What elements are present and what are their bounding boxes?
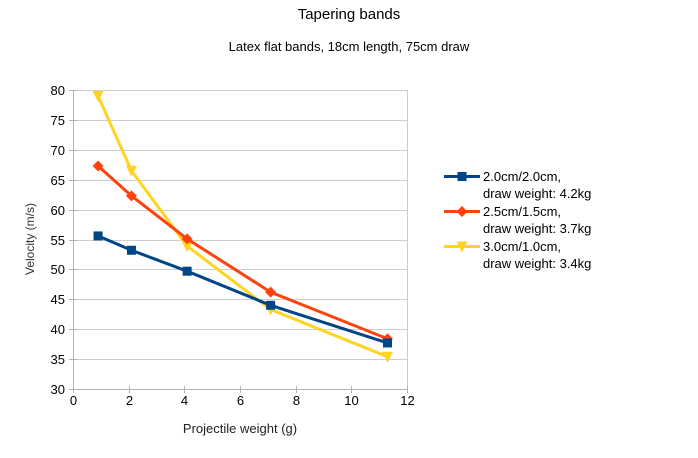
- legend-label: 2.5cm/1.5cm, draw weight: 3.7kg: [483, 203, 591, 237]
- legend-label-line1: 3.0cm/1.0cm,: [483, 239, 562, 254]
- legend-marker: [456, 241, 468, 253]
- legend-label-line2: draw weight: 3.7kg: [483, 221, 592, 236]
- legend-label-line2: draw weight: 3.4kg: [483, 256, 592, 271]
- legend-label-line1: 2.0cm/2.0cm,: [483, 169, 562, 184]
- diamond-legend-icon: [444, 206, 480, 217]
- data-point-diamond: [125, 190, 137, 202]
- chart-title: Tapering bands: [297, 6, 401, 23]
- y-tick-label: 50: [51, 262, 65, 277]
- square-legend-icon: [444, 172, 480, 181]
- data-point-diamond: [265, 286, 277, 298]
- y-tick-label: 65: [51, 173, 65, 188]
- legend-marker: [456, 206, 468, 217]
- data-point-square: [182, 266, 192, 276]
- data-point-triangle-down: [181, 241, 193, 253]
- x-axis-title: Projectile weight (g): [182, 421, 298, 436]
- series-line-diamond: [97, 164, 389, 341]
- y-tick-label: 55: [51, 233, 65, 248]
- y-tick-label: 45: [51, 292, 65, 307]
- y-tick-label: 80: [51, 83, 65, 98]
- data-point-square: [126, 245, 136, 255]
- series-line-triangle-down: [96, 95, 389, 359]
- data-point-diamond: [181, 233, 193, 245]
- y-tick-label: 35: [51, 352, 65, 367]
- legend-label: 2.0cm/2.0cm, draw weight: 4.2kg: [483, 168, 591, 202]
- triangle-down-legend-icon: [444, 241, 480, 253]
- x-tick-label: 0: [70, 393, 77, 408]
- legend-item: 2.0cm/2.0cm, draw weight: 4.2kg: [444, 168, 591, 202]
- x-tick-label: 2: [126, 393, 133, 408]
- data-point-triangle-down: [92, 90, 104, 102]
- chart-subtitle: Latex flat bands, 18cm length, 75cm draw: [228, 39, 470, 54]
- y-tick-label: 60: [51, 203, 65, 218]
- legend: 2.0cm/2.0cm, draw weight: 4.2kg 2.5cm/1.5c…: [444, 168, 591, 273]
- data-point-square: [266, 300, 276, 310]
- data-point-triangle-down: [125, 165, 137, 177]
- x-tick-label: 12: [400, 393, 414, 408]
- data-point-diamond: [92, 160, 104, 172]
- legend-label: 3.0cm/1.0cm, draw weight: 3.4kg: [483, 238, 591, 272]
- data-point-square: [93, 231, 103, 241]
- legend-label-line2: draw weight: 4.2kg: [483, 186, 592, 201]
- y-tick-label: 75: [51, 113, 65, 128]
- x-tick-label: 10: [344, 393, 358, 408]
- y-tick-label: 70: [51, 143, 65, 158]
- data-point-square: [383, 338, 393, 348]
- x-tick-label: 8: [293, 393, 300, 408]
- legend-item: 2.5cm/1.5cm, draw weight: 3.7kg: [444, 203, 591, 237]
- legend-marker: [457, 172, 467, 181]
- y-tick-label: 40: [51, 322, 65, 337]
- x-tick-label: 6: [237, 393, 244, 408]
- x-tick-label: 4: [181, 393, 188, 408]
- legend-label-line1: 2.5cm/1.5cm,: [483, 204, 562, 219]
- legend-item: 3.0cm/1.0cm, draw weight: 3.4kg: [444, 238, 591, 272]
- y-tick-label: 30: [51, 382, 65, 397]
- data-point-triangle-down: [382, 351, 394, 363]
- y-axis-title: Velocity (m/s): [23, 202, 37, 276]
